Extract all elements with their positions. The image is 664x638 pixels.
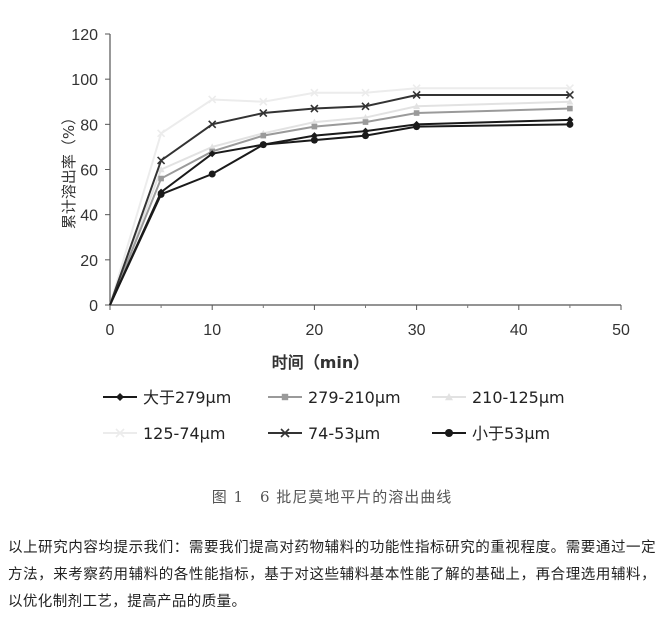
legend-item-6: 小于53μm <box>432 424 550 443</box>
series-1 <box>109 116 574 306</box>
legend-item-4: 125-74μm <box>103 424 225 443</box>
series-6 <box>109 120 574 306</box>
data-point <box>361 88 370 97</box>
data-point <box>413 123 421 131</box>
data-point <box>565 90 574 100</box>
y-tick-label: 100 <box>71 72 98 89</box>
x-axis-title: 时间（min） <box>272 353 370 372</box>
data-point <box>259 97 268 106</box>
data-point <box>158 175 164 182</box>
data-point <box>413 102 421 110</box>
data-point <box>157 129 166 138</box>
series-line <box>109 87 570 306</box>
legend-label: 小于53μm <box>472 424 550 443</box>
series-line <box>109 93 570 306</box>
legend-label: 210-125μm <box>472 388 565 407</box>
data-point <box>362 119 369 125</box>
legend-marker <box>115 428 125 438</box>
series-line <box>109 107 570 306</box>
data-point <box>566 120 574 128</box>
legend-label: 74-53μm <box>308 424 380 443</box>
chart-legend: 大于279μm 279-210μm 210-125μm 125-74μm 74-53μm… <box>103 388 565 443</box>
data-point <box>157 166 165 173</box>
series-line <box>109 118 570 306</box>
dissolution-chart: 0 20 40 60 80 100 120 0 10 20 30 40 50 时间（min） 累计溶出率（%… <box>60 27 630 443</box>
series-line <box>109 100 570 306</box>
chart-axes: 0 20 40 60 80 100 120 0 10 20 30 40 50 时间（min） 累计溶出率（%… <box>60 27 630 372</box>
legend-marker <box>281 393 289 401</box>
data-point <box>566 98 574 105</box>
data-point <box>412 84 421 93</box>
legend-label: 大于279μm <box>143 388 231 407</box>
data-point <box>259 141 267 149</box>
series-line <box>109 123 570 306</box>
y-tick-label: 40 <box>80 208 98 225</box>
data-point <box>310 118 318 125</box>
data-point <box>362 114 369 121</box>
data-point <box>412 90 421 100</box>
data-point <box>311 123 318 130</box>
data-point <box>208 95 217 104</box>
legend-item-2: 279-210μm <box>268 388 401 407</box>
figure-caption: 图 1 6 批尼莫地平片的溶出曲线 <box>211 488 453 506</box>
legend-marker <box>116 393 124 401</box>
series-5 <box>109 90 574 306</box>
y-tick-label: 80 <box>80 117 98 134</box>
data-point <box>208 170 216 178</box>
data-point <box>413 110 420 116</box>
data-point <box>310 104 319 113</box>
series-3 <box>109 98 574 306</box>
data-point <box>208 143 216 150</box>
y-tick-label: 60 <box>80 163 98 180</box>
legend-item-1: 大于279μm <box>103 388 231 407</box>
data-point <box>565 84 574 93</box>
data-point <box>259 108 268 118</box>
data-point <box>310 88 319 97</box>
x-tick-label: 20 <box>306 322 324 339</box>
series-4 <box>109 84 574 306</box>
data-point <box>362 132 369 140</box>
x-tick-label: 30 <box>408 322 426 339</box>
series-lines <box>109 84 574 306</box>
x-tick-label: 10 <box>203 322 221 339</box>
y-tick-label: 0 <box>89 298 98 315</box>
body-paragraph: 以上研究内容均提示我们：需要我们提高对药物辅料的功能性指标研究的重视程度。需要通… <box>8 540 656 610</box>
legend-item-5: 74-53μm <box>268 424 380 443</box>
legend-label: 125-74μm <box>143 424 225 443</box>
legend-marker <box>445 429 453 437</box>
x-tick-label: 50 <box>612 322 630 339</box>
data-point <box>157 190 165 198</box>
x-tick-label: 40 <box>510 322 528 339</box>
data-point <box>310 136 318 144</box>
series-2 <box>109 105 573 306</box>
y-tick-label: 20 <box>80 253 98 270</box>
legend-marker <box>445 393 453 401</box>
y-tick-label: 120 <box>71 27 98 44</box>
x-tick-label: 0 <box>106 322 115 339</box>
data-point <box>208 120 217 129</box>
data-point <box>567 105 573 112</box>
data-point <box>260 132 267 139</box>
legend-marker <box>280 428 290 438</box>
y-axis-title: 累计溶出率（%） <box>60 110 78 229</box>
data-point <box>157 156 166 165</box>
data-point <box>361 102 370 111</box>
data-point <box>208 150 216 158</box>
legend-label: 279-210μm <box>308 388 401 407</box>
legend-item-3: 210-125μm <box>432 388 565 407</box>
